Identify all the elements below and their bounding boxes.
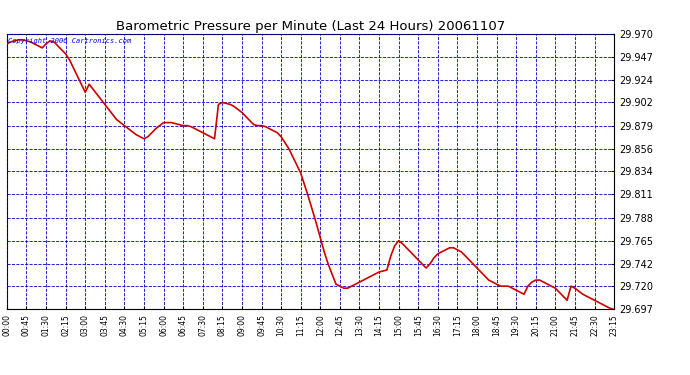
Text: Copyright 2006 Cartronics.com: Copyright 2006 Cartronics.com (8, 38, 131, 44)
Title: Barometric Pressure per Minute (Last 24 Hours) 20061107: Barometric Pressure per Minute (Last 24 … (116, 20, 505, 33)
